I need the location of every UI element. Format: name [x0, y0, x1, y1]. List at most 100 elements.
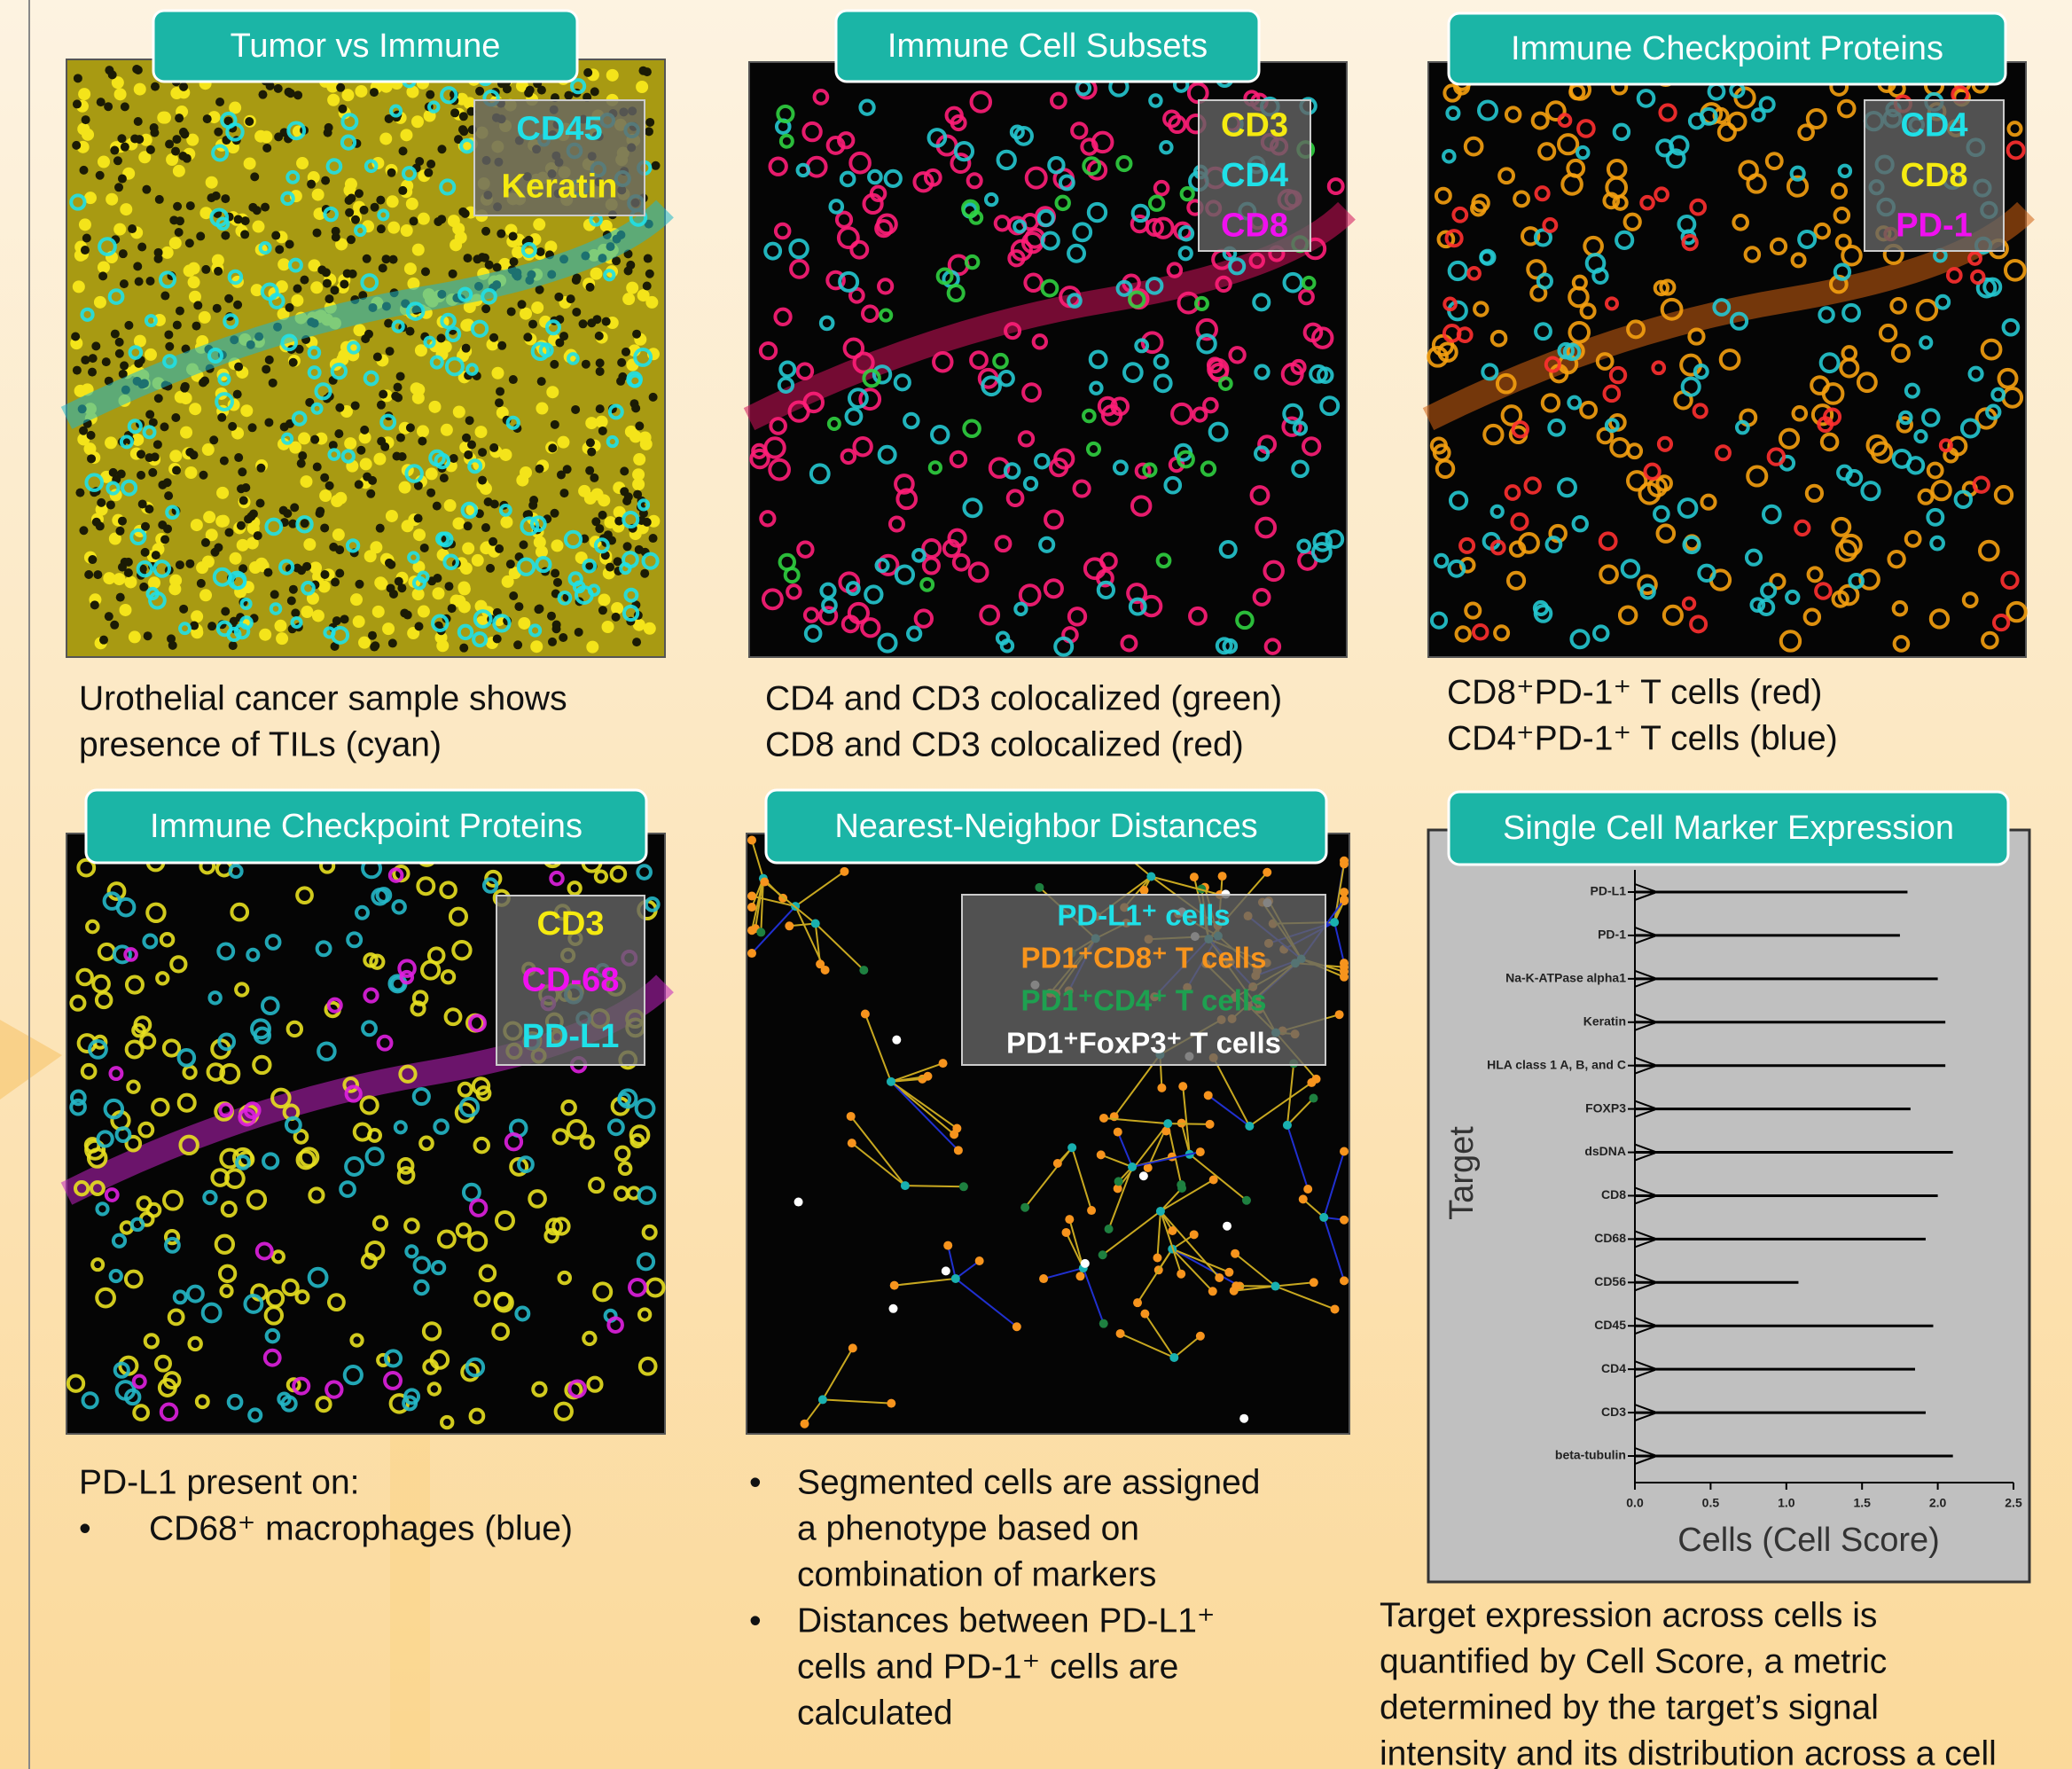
cell — [120, 361, 129, 370]
cell — [888, 1304, 897, 1313]
cell — [602, 621, 614, 633]
cell — [640, 569, 649, 578]
cell — [481, 304, 490, 313]
cell — [137, 242, 146, 251]
cell — [161, 247, 174, 259]
cell — [478, 476, 487, 485]
cell — [436, 333, 445, 342]
cell — [173, 321, 182, 330]
cell — [649, 393, 658, 402]
cell — [72, 141, 81, 150]
cell — [320, 474, 329, 482]
cell — [165, 140, 174, 149]
cell — [113, 223, 126, 236]
cell — [359, 206, 368, 215]
cell — [220, 457, 229, 466]
cell — [406, 327, 415, 336]
cell — [201, 265, 210, 274]
cell — [89, 354, 98, 363]
cell — [495, 544, 504, 553]
cell — [1239, 1414, 1248, 1423]
bullet: • — [749, 1463, 762, 1501]
cell — [448, 604, 457, 613]
cell — [939, 1059, 948, 1068]
cell — [1190, 1230, 1199, 1239]
cell — [188, 262, 200, 275]
cell — [426, 160, 435, 168]
cell — [87, 431, 96, 440]
cell — [73, 280, 85, 293]
bullet-line: calculated — [797, 1694, 953, 1732]
cell — [513, 640, 522, 649]
cell — [403, 611, 412, 620]
cell — [567, 294, 575, 303]
cell — [117, 134, 126, 143]
cell — [275, 245, 284, 254]
cell — [1230, 1287, 1239, 1295]
cell — [283, 509, 292, 518]
cell — [121, 102, 129, 111]
cell — [82, 129, 94, 141]
cell — [116, 593, 125, 602]
cell — [785, 921, 794, 930]
bullet-line: cells and PD-1⁺ cells are — [797, 1648, 1178, 1686]
cell — [575, 628, 583, 637]
cell — [331, 578, 340, 587]
cell — [509, 231, 518, 240]
cell — [355, 189, 364, 198]
cell — [168, 583, 181, 595]
cell — [519, 540, 528, 549]
cell — [536, 247, 545, 256]
cell — [548, 638, 557, 646]
cell — [377, 401, 386, 410]
cell — [229, 641, 238, 650]
cell — [285, 239, 294, 248]
cell — [324, 123, 333, 132]
cell — [481, 523, 490, 532]
cell — [310, 435, 319, 444]
cell — [207, 622, 216, 630]
cell — [370, 88, 379, 97]
legend-entry: CD4 — [1900, 106, 1967, 144]
cell — [611, 602, 623, 614]
cell — [747, 949, 756, 958]
cell — [429, 401, 442, 413]
cell — [386, 347, 395, 356]
cell — [234, 453, 243, 462]
cell — [1196, 1332, 1205, 1341]
cell — [141, 548, 150, 557]
cell — [586, 283, 595, 292]
cell — [145, 410, 154, 419]
cell — [252, 221, 264, 233]
cell — [176, 307, 184, 316]
cell — [959, 1182, 968, 1191]
cell — [396, 434, 405, 442]
cell — [363, 254, 371, 263]
cell — [572, 308, 581, 317]
cell — [271, 231, 280, 240]
caption-line: presence of TILs (cyan) — [79, 725, 442, 763]
caption-line: CD8⁺PD-1⁺ T cells (red) — [1447, 673, 1822, 711]
cell — [1310, 1278, 1318, 1287]
cell — [573, 274, 582, 283]
cell — [554, 293, 563, 301]
cell — [379, 263, 387, 272]
cell — [639, 431, 652, 443]
cell — [440, 474, 449, 482]
cell — [861, 1009, 870, 1018]
cell — [437, 215, 446, 223]
cell — [632, 478, 645, 490]
cell — [129, 630, 141, 643]
cell — [199, 311, 211, 324]
y-tick-label: PD-1 — [1598, 928, 1626, 942]
cell — [324, 294, 333, 303]
cell — [373, 453, 386, 466]
cell — [747, 892, 756, 901]
cell — [649, 534, 658, 543]
cell — [160, 292, 169, 301]
cell — [157, 112, 169, 124]
cell — [373, 353, 382, 362]
cell — [203, 511, 215, 523]
panel-title: Nearest-Neighbor Distances — [834, 808, 1257, 845]
cell — [163, 478, 172, 487]
